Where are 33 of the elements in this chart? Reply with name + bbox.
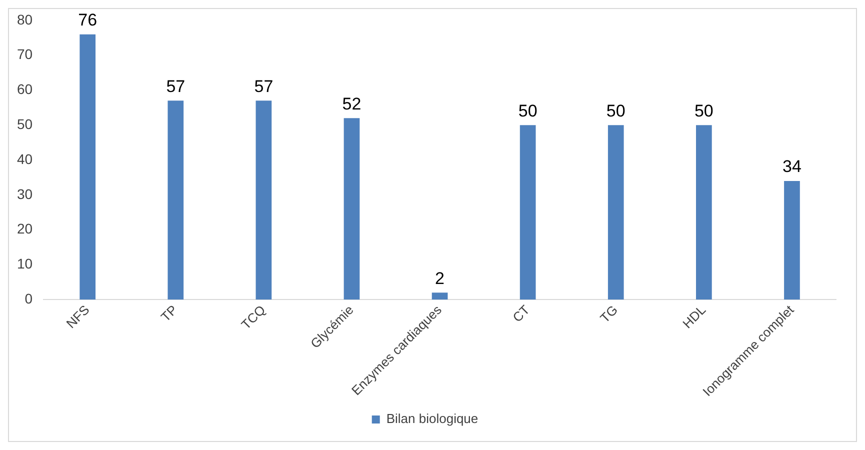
bar bbox=[520, 125, 536, 300]
data-label: 52 bbox=[342, 94, 362, 114]
bar bbox=[80, 34, 96, 300]
y-tick-label: 20 bbox=[16, 220, 33, 237]
x-tick-label: TG bbox=[597, 302, 621, 326]
y-tick-label: 0 bbox=[24, 290, 33, 306]
data-label: 2 bbox=[435, 268, 445, 288]
bar bbox=[344, 118, 360, 300]
data-label: 57 bbox=[254, 76, 274, 96]
y-tick-label: 80 bbox=[16, 11, 33, 28]
y-tick-label: 30 bbox=[16, 186, 33, 202]
x-tick-label: TCQ bbox=[238, 302, 268, 332]
data-label: 76 bbox=[78, 10, 98, 30]
data-label: 50 bbox=[694, 101, 714, 120]
data-label: 50 bbox=[518, 101, 538, 120]
data-label: 57 bbox=[166, 76, 186, 96]
bar bbox=[696, 125, 712, 300]
bar bbox=[608, 125, 624, 300]
bar bbox=[784, 180, 800, 300]
y-tick-label: 70 bbox=[16, 46, 33, 62]
x-tick-label: TP bbox=[158, 302, 180, 325]
data-label: 34 bbox=[782, 157, 802, 176]
y-tick-label: 60 bbox=[16, 81, 33, 98]
data-label: 50 bbox=[606, 101, 626, 120]
bar bbox=[432, 292, 448, 300]
y-tick-label: 40 bbox=[16, 150, 33, 167]
x-tick-label: HDL bbox=[680, 302, 709, 332]
y-tick-label: 10 bbox=[16, 256, 33, 272]
bar bbox=[168, 100, 184, 300]
y-tick-label: 50 bbox=[16, 116, 33, 132]
legend-label: Bilan biologique bbox=[386, 411, 478, 426]
x-tick-label: CT bbox=[510, 302, 533, 326]
bar bbox=[256, 100, 272, 300]
